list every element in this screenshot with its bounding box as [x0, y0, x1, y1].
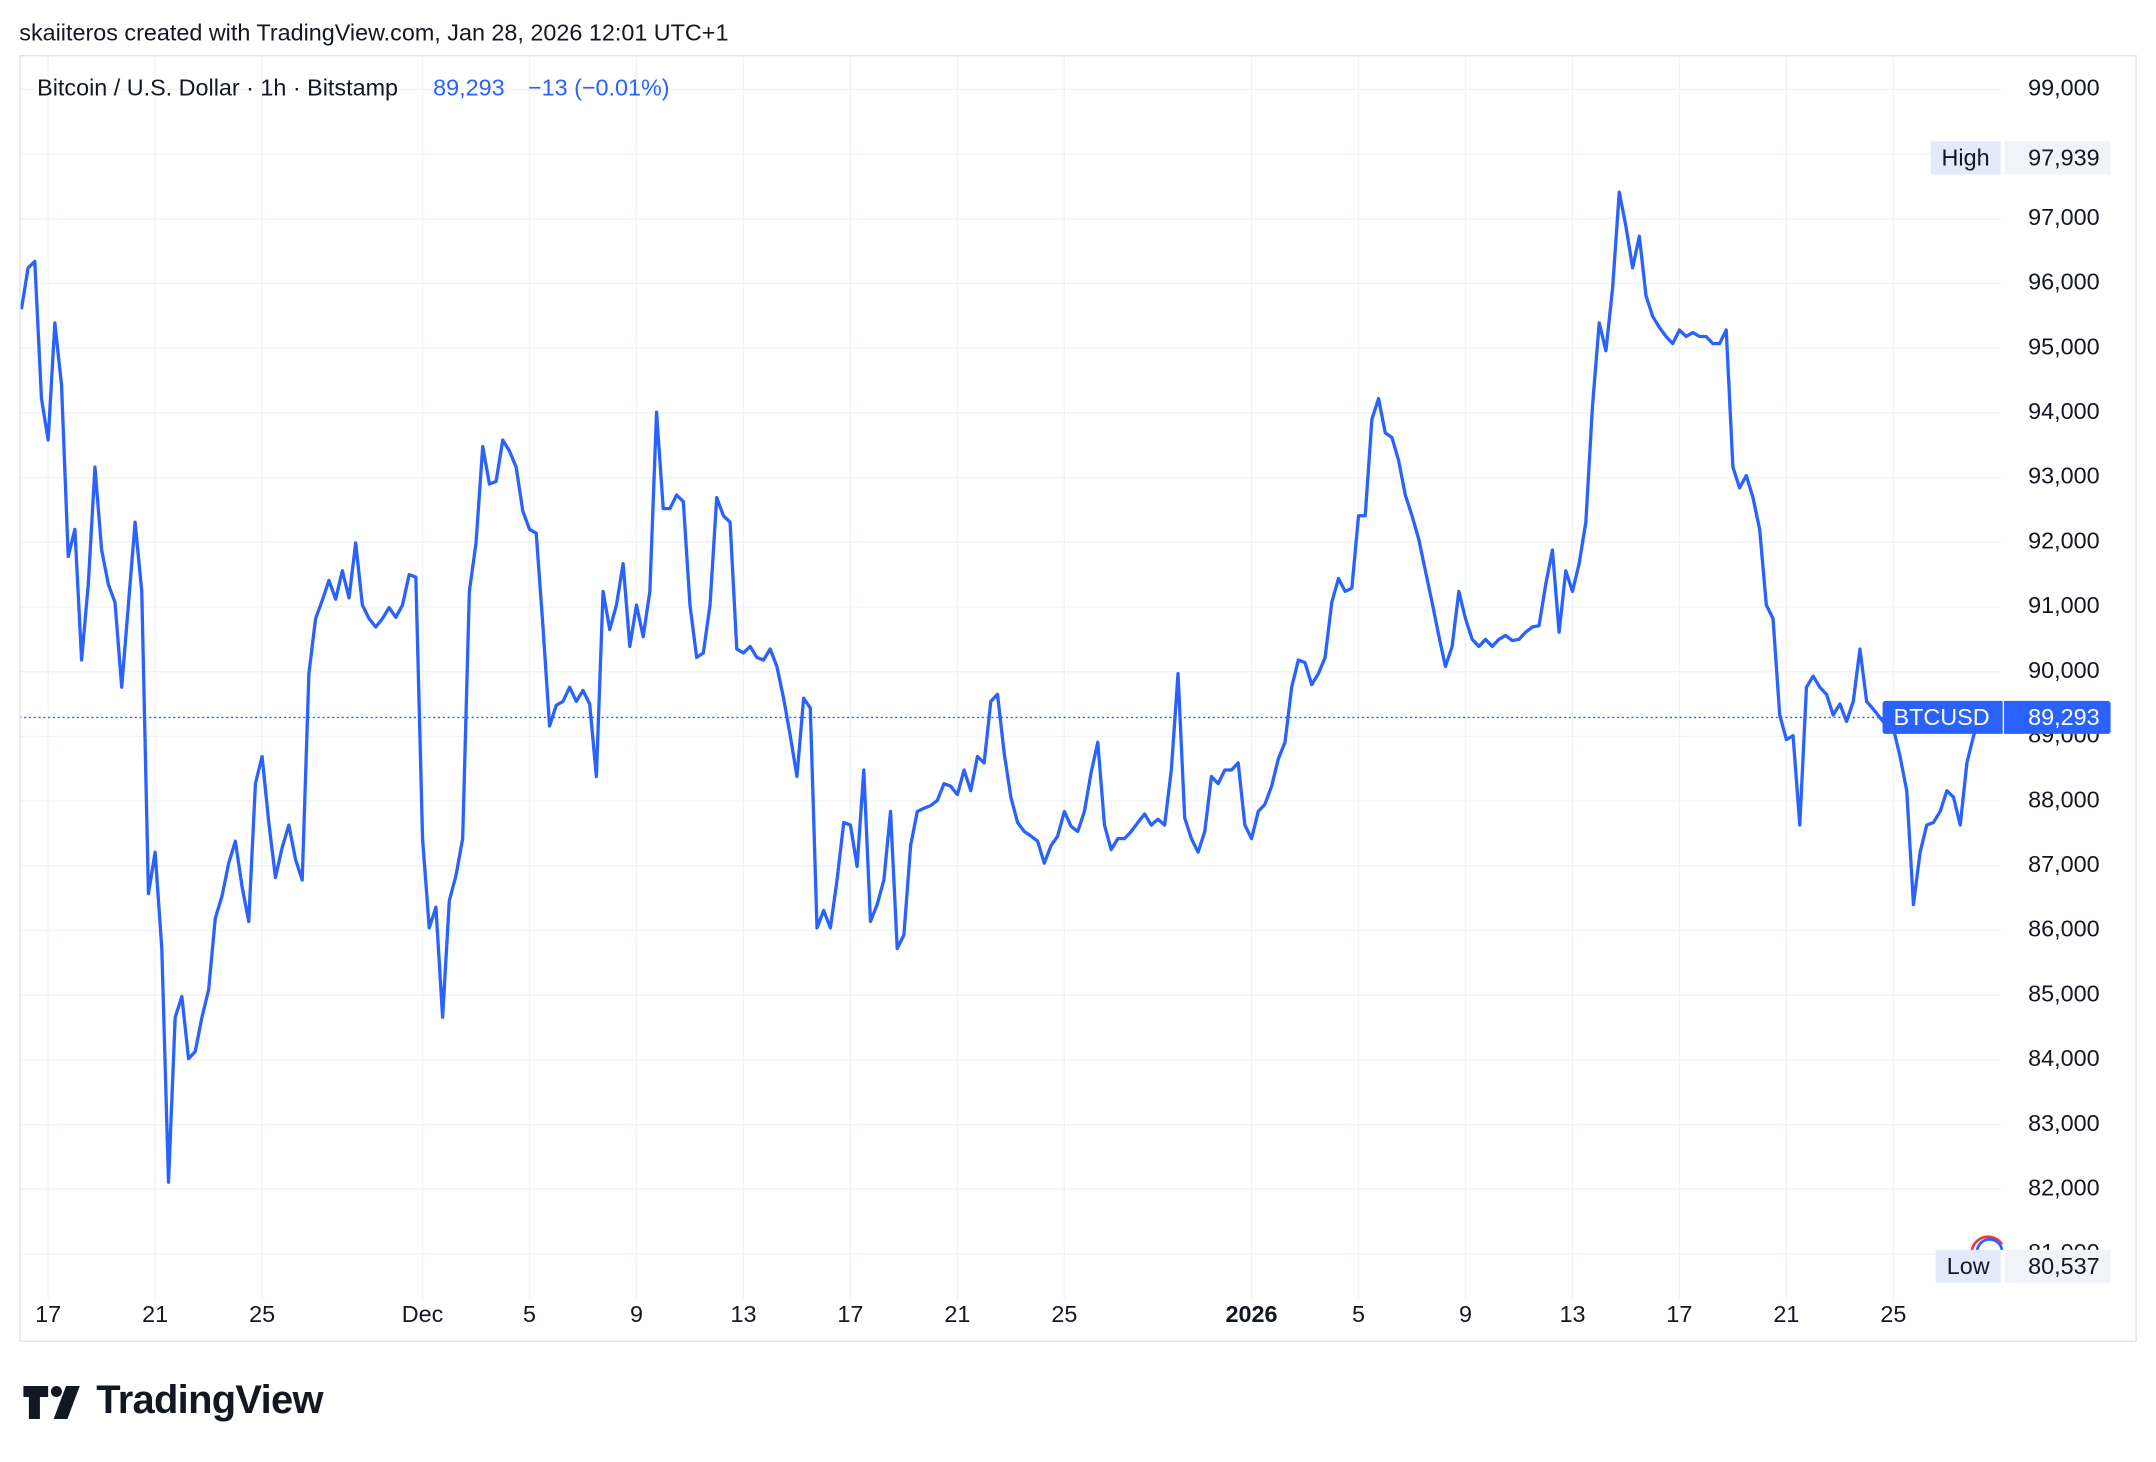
y-tick-label: 85,000: [2028, 980, 2099, 1006]
x-tick-label: 13: [1559, 1301, 1585, 1327]
price-label-value-box: [2004, 141, 2111, 175]
price-label-name: High: [1942, 144, 1990, 170]
y-tick-label: 95,000: [2028, 333, 2099, 359]
legend-title: Bitcoin / U.S. Dollar · 1h · Bitstamp: [37, 75, 398, 101]
last-price-name: BTCUSD: [1894, 704, 1990, 730]
brand-name: TradingView: [96, 1378, 324, 1422]
price-label-value-box: [2004, 1249, 2111, 1283]
y-tick-label: 96,000: [2028, 269, 2099, 295]
price-label-name: Low: [1947, 1253, 1990, 1279]
y-tick-label: 84,000: [2028, 1045, 2099, 1071]
x-tick-label: 25: [1880, 1301, 1906, 1327]
logo-dot: [50, 1385, 62, 1397]
price-label-name-box: [1935, 1249, 2001, 1283]
price-label-name-box: [1930, 141, 2001, 175]
y-tick-label: 83,000: [2028, 1110, 2099, 1136]
price-line: [19, 190, 1982, 1184]
chart-frame: [19, 54, 2137, 1342]
legend-change: −13 (−0.01%): [528, 75, 670, 101]
x-tick-label: 5: [1352, 1301, 1365, 1327]
x-tick-label: 9: [1459, 1301, 1472, 1327]
price-label: High 97,939: [1930, 141, 2111, 175]
x-tick-label: 17: [1666, 1301, 1692, 1327]
legend-last-price: 89,293: [433, 75, 504, 101]
y-tick-label: 94,000: [2028, 398, 2099, 424]
x-tick-label: 9: [630, 1301, 643, 1327]
header: skaiiteros created with TradingView.com,…: [19, 20, 728, 46]
price-label: Low 80,537: [1935, 1249, 2111, 1283]
axes: 81,00082,00083,00084,00085,00086,00087,0…: [35, 74, 2111, 1327]
last-price-value: 89,293: [2028, 704, 2099, 730]
watermark-icon: [1975, 1238, 2004, 1255]
x-tick-label: 21: [1773, 1301, 1799, 1327]
y-tick-label: 86,000: [2028, 916, 2099, 942]
x-tick-label: Dec: [402, 1301, 444, 1327]
x-tick-label: 25: [249, 1301, 275, 1327]
last-price-tag: BTCUSD 89,293: [1882, 700, 2111, 734]
x-tick-label: 2026: [1226, 1301, 1278, 1327]
brand-logo: [23, 1385, 80, 1419]
y-tick-label: 87,000: [2028, 851, 2099, 877]
y-tick-label: 82,000: [2028, 1175, 2099, 1201]
x-tick-label: 13: [730, 1301, 756, 1327]
price-label-value: 80,537: [2028, 1253, 2099, 1279]
x-tick-label: 5: [523, 1301, 536, 1327]
plot: [19, 190, 1982, 1184]
last-price-box: [1882, 700, 2111, 734]
y-tick-label: 92,000: [2028, 527, 2099, 553]
watermark-icon: [1970, 1235, 2004, 1252]
y-tick-label: 99,000: [2028, 74, 2099, 100]
grid: [19, 54, 2001, 1300]
y-tick-label: 97,000: [2028, 204, 2099, 230]
logo-t: [23, 1385, 49, 1419]
x-tick-label: 25: [1051, 1301, 1077, 1327]
x-tick-label: 17: [837, 1301, 863, 1327]
y-tick-label: 88,000: [2028, 786, 2099, 812]
y-tick-label: 90,000: [2028, 657, 2099, 683]
x-tick-label: 21: [944, 1301, 970, 1327]
x-tick-label: 21: [142, 1301, 168, 1327]
logo-slash: [53, 1385, 80, 1419]
y-tick-label: 91,000: [2028, 592, 2099, 618]
y-tick-label: 93,000: [2028, 463, 2099, 489]
price-label-value: 97,939: [2028, 144, 2099, 170]
x-tick-label: 17: [35, 1301, 61, 1327]
